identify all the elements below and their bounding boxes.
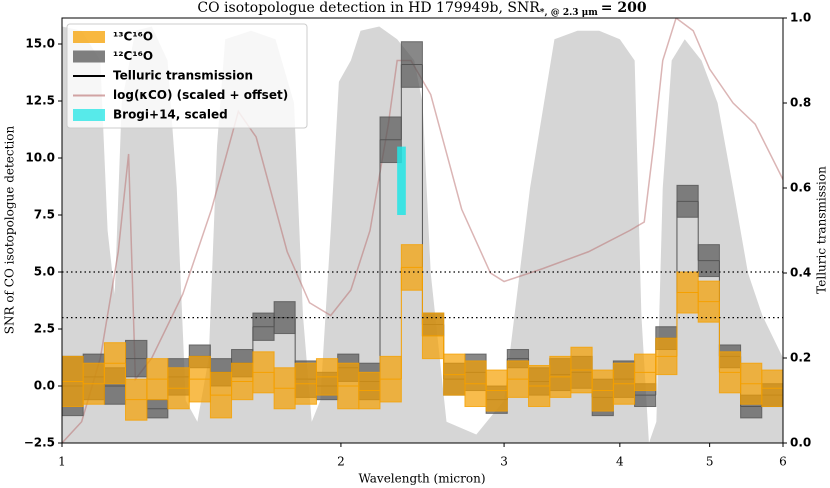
- title-value: = 200: [601, 0, 647, 16]
- title-subscript: *, @ 2.3 μm: [540, 8, 598, 18]
- title-main: CO isotopologue detection in HD 179949b,…: [197, 0, 540, 16]
- legend-label: ¹³C¹⁶O: [113, 30, 153, 44]
- x-tick-label: 1: [58, 455, 66, 469]
- y2-tick-label: 0.0: [790, 436, 811, 450]
- legend-label: ¹²C¹⁶O: [113, 49, 153, 63]
- y-tick-label: 10.0: [25, 150, 55, 164]
- y2-axis-label: Telluric transmission: [815, 166, 829, 294]
- chart-title: CO isotopologue detection in HD 179949b,…: [197, 0, 646, 18]
- x-axis-label: Wavelength (micron): [358, 472, 485, 486]
- y-tick-label: 15.0: [25, 36, 55, 50]
- axes-frame: [61, 17, 784, 444]
- legend: ¹³C¹⁶O ¹²C¹⁶O Telluric transmission log(κCO…: [66, 23, 308, 129]
- y-tick-label: 2.5: [34, 321, 55, 335]
- x-tick-label: 5: [706, 455, 714, 469]
- y-tick-label: 12.5: [25, 93, 55, 107]
- y2-tick-label: 0.8: [790, 96, 811, 110]
- legend-label: Brogi+14, scaled: [113, 108, 228, 122]
- y2-tick-label: 0.6: [790, 181, 811, 195]
- x-tick-label: 2: [337, 455, 345, 469]
- y2-tick-label: 0.4: [790, 266, 811, 280]
- y-tick-label: 7.5: [34, 207, 55, 221]
- brogi-box: [397, 146, 406, 215]
- legend-label: log(κCO) (scaled + offset): [113, 88, 288, 102]
- legend-frame: [66, 23, 308, 129]
- legend-label: Telluric transmission: [113, 69, 253, 83]
- y-tick-label: 5.0: [34, 264, 55, 278]
- x-tick-label: 3: [500, 455, 508, 469]
- y-tick-label: 0.0: [34, 378, 55, 392]
- x-tick-label: 4: [616, 455, 624, 469]
- legend-swatch: [73, 109, 105, 121]
- x-tick-label: 6: [779, 455, 787, 469]
- legend-swatch: [73, 50, 105, 63]
- legend-swatch: [73, 31, 105, 43]
- y-tick-label: −2.5: [24, 436, 55, 450]
- y2-tick-label: 1.0: [790, 11, 811, 25]
- y-axis-label: SNR of CO isotopologue detection: [3, 125, 17, 334]
- plot-area: [62, 18, 783, 443]
- y2-tick-label: 0.2: [790, 351, 811, 365]
